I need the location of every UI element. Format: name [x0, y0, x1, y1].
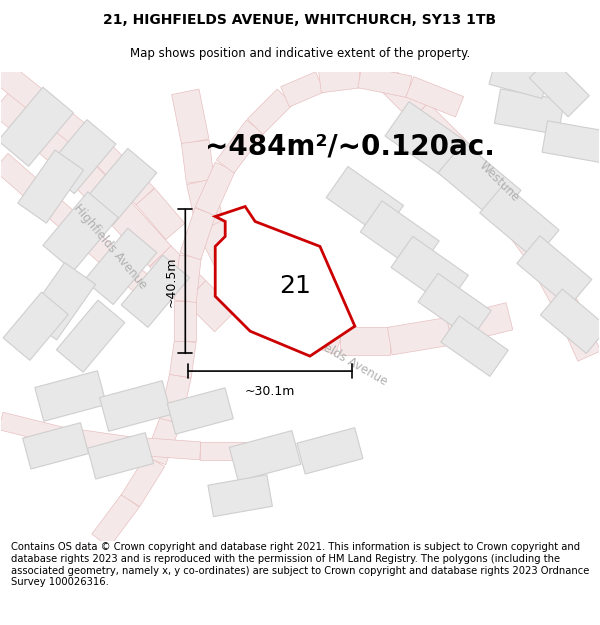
- Polygon shape: [175, 301, 196, 341]
- Polygon shape: [418, 273, 491, 339]
- Polygon shape: [160, 374, 191, 423]
- Polygon shape: [411, 103, 469, 161]
- Polygon shape: [529, 57, 589, 117]
- Polygon shape: [50, 141, 121, 212]
- Polygon shape: [252, 290, 303, 338]
- Polygon shape: [450, 144, 509, 209]
- Polygon shape: [175, 255, 201, 302]
- Polygon shape: [358, 66, 412, 98]
- Polygon shape: [319, 66, 361, 92]
- Polygon shape: [145, 417, 181, 465]
- Polygon shape: [43, 102, 109, 161]
- Polygon shape: [490, 194, 550, 264]
- Polygon shape: [247, 89, 293, 134]
- Text: 21, HIGHFIELDS AVENUE, WHITCHURCH, SY13 1TB: 21, HIGHFIELDS AVENUE, WHITCHURCH, SY13 …: [103, 13, 497, 27]
- Polygon shape: [0, 62, 58, 121]
- Text: 21: 21: [279, 274, 311, 298]
- Polygon shape: [326, 166, 403, 236]
- Polygon shape: [391, 236, 469, 306]
- Polygon shape: [388, 318, 452, 355]
- Polygon shape: [541, 289, 600, 353]
- Polygon shape: [92, 494, 139, 548]
- Polygon shape: [290, 313, 344, 354]
- Polygon shape: [23, 422, 89, 469]
- Polygon shape: [187, 179, 224, 229]
- Polygon shape: [169, 339, 196, 377]
- Polygon shape: [438, 142, 521, 221]
- Polygon shape: [100, 381, 171, 431]
- Polygon shape: [0, 412, 63, 444]
- Polygon shape: [150, 246, 206, 302]
- Polygon shape: [441, 316, 508, 376]
- Polygon shape: [371, 63, 428, 121]
- Polygon shape: [446, 302, 513, 345]
- Polygon shape: [84, 228, 157, 304]
- Polygon shape: [56, 300, 125, 372]
- Polygon shape: [45, 119, 116, 194]
- Text: Highfields Avenue: Highfields Avenue: [71, 201, 149, 291]
- Polygon shape: [385, 102, 475, 182]
- Polygon shape: [297, 428, 363, 474]
- Polygon shape: [195, 162, 235, 216]
- Polygon shape: [281, 72, 324, 107]
- Polygon shape: [136, 188, 185, 239]
- Polygon shape: [26, 262, 95, 340]
- Polygon shape: [198, 220, 242, 272]
- Polygon shape: [340, 328, 390, 355]
- Text: Map shows position and indicative extent of the property.: Map shows position and indicative extent…: [130, 48, 470, 61]
- Polygon shape: [181, 140, 214, 183]
- Polygon shape: [480, 184, 559, 259]
- Polygon shape: [172, 89, 209, 144]
- Polygon shape: [88, 432, 154, 479]
- Text: ~30.1m: ~30.1m: [245, 385, 295, 398]
- Polygon shape: [558, 306, 600, 361]
- Polygon shape: [167, 388, 233, 434]
- Polygon shape: [229, 431, 301, 481]
- Polygon shape: [517, 236, 592, 307]
- Polygon shape: [0, 90, 70, 163]
- Text: ~40.5m: ~40.5m: [164, 256, 178, 307]
- Polygon shape: [529, 251, 580, 318]
- Polygon shape: [130, 437, 201, 460]
- Polygon shape: [43, 192, 118, 271]
- Polygon shape: [34, 188, 88, 240]
- Polygon shape: [59, 427, 132, 455]
- Polygon shape: [208, 475, 272, 517]
- Text: Highfields Avenue: Highfields Avenue: [290, 324, 389, 388]
- Polygon shape: [100, 191, 172, 266]
- Polygon shape: [35, 371, 106, 421]
- Polygon shape: [119, 262, 172, 310]
- Polygon shape: [121, 455, 164, 506]
- Polygon shape: [200, 442, 265, 460]
- Text: ~484m²/~0.120ac.: ~484m²/~0.120ac.: [205, 132, 495, 161]
- Polygon shape: [18, 150, 83, 223]
- Polygon shape: [0, 153, 48, 205]
- Polygon shape: [406, 77, 464, 117]
- Polygon shape: [180, 208, 215, 260]
- Polygon shape: [92, 143, 154, 206]
- Polygon shape: [360, 201, 439, 272]
- Polygon shape: [185, 281, 236, 332]
- Polygon shape: [84, 148, 157, 225]
- Text: Westune: Westune: [477, 159, 522, 204]
- Polygon shape: [542, 121, 600, 162]
- Polygon shape: [489, 56, 550, 98]
- Polygon shape: [217, 120, 264, 173]
- Text: Contains OS data © Crown copyright and database right 2021. This information is : Contains OS data © Crown copyright and d…: [11, 542, 589, 587]
- Polygon shape: [3, 292, 68, 361]
- Polygon shape: [220, 258, 271, 311]
- Polygon shape: [73, 223, 133, 279]
- Polygon shape: [215, 206, 355, 356]
- Polygon shape: [121, 255, 190, 328]
- Polygon shape: [494, 89, 565, 134]
- Polygon shape: [0, 87, 73, 166]
